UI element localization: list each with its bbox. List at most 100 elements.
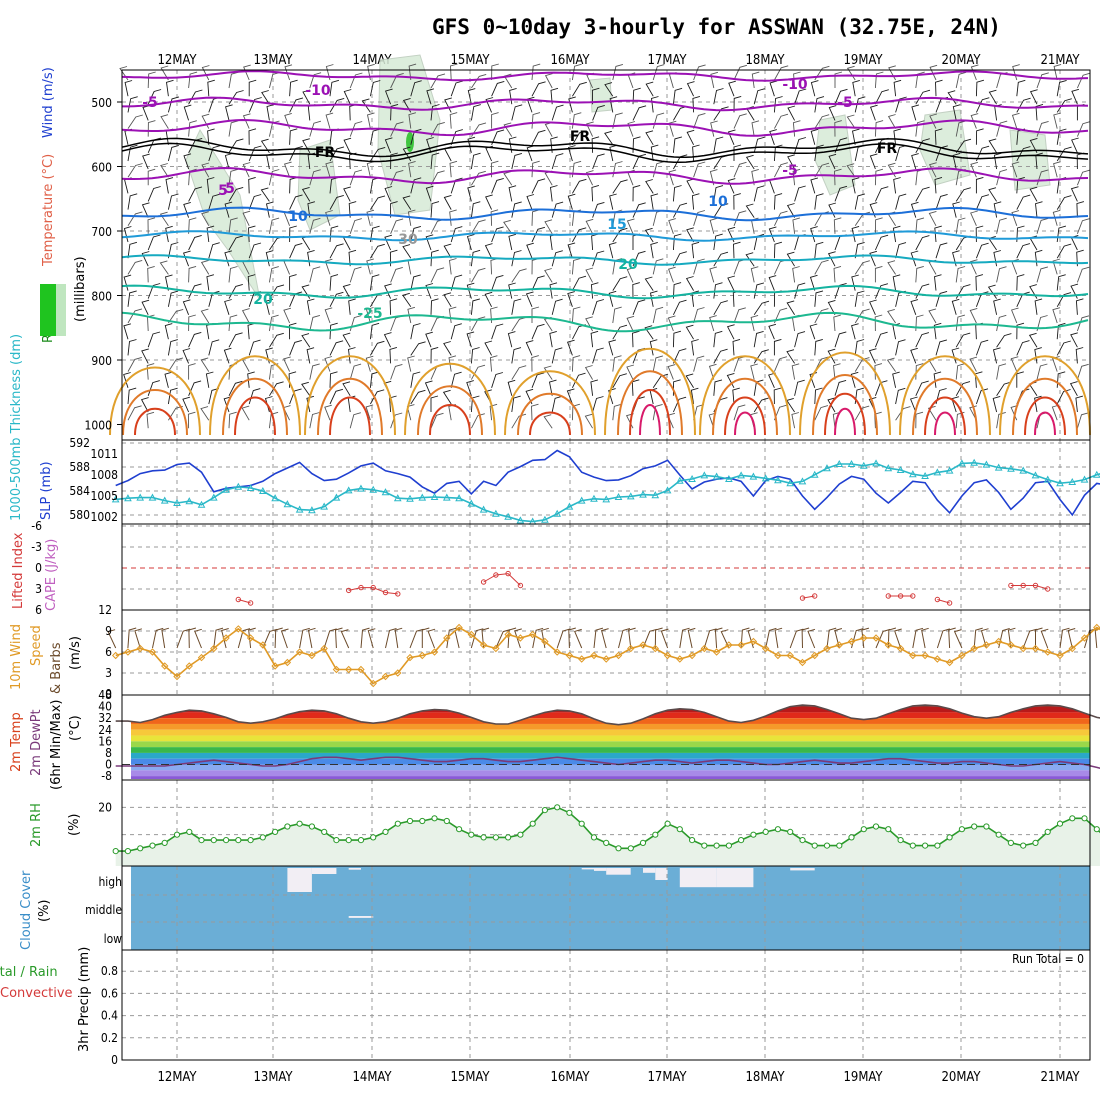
thickness-point	[234, 482, 243, 490]
contour-label: -5	[782, 163, 798, 179]
upper-wind-barb	[750, 314, 759, 332]
upper-wind-barb	[551, 395, 563, 413]
upper-wind-barb	[609, 144, 618, 162]
upper-wind-barb	[672, 348, 687, 364]
upper-wind-barb	[343, 89, 352, 105]
upper-wind-barb	[667, 364, 676, 380]
upper-wind-barb	[874, 71, 884, 89]
upper-wind-barb	[935, 79, 943, 97]
upper-wind-barb	[1011, 112, 1020, 129]
upper-wind-barb	[1010, 356, 1019, 372]
upper-wind-barb	[511, 201, 522, 218]
wind-speed-point	[320, 644, 328, 653]
upper-units-label: (millibars)	[73, 256, 88, 322]
wind-speed-point	[860, 634, 868, 642]
upper-wind-barb	[228, 332, 243, 348]
thickness-point	[872, 459, 880, 467]
bottom-date-label: 21MAY	[1040, 1070, 1080, 1085]
upper-wind-barb	[792, 168, 801, 186]
upper-wind-barb	[425, 185, 434, 202]
upper-wind-barb	[814, 259, 829, 275]
upper-wind-barb	[508, 282, 516, 299]
upper-wind-barb	[448, 355, 457, 372]
upper-wind-barb	[248, 145, 262, 162]
bottom-date-label: 20MAY	[941, 1070, 981, 1085]
thickness-tick: 584	[69, 484, 90, 498]
upper-wind-barb	[206, 225, 215, 243]
upper-wind-barb	[511, 298, 522, 315]
upper-wind-barb	[650, 144, 659, 162]
thickness-point	[700, 471, 709, 479]
upper-wind-barb	[955, 120, 967, 137]
top-date-axis: 12MAY 13MAY 14MAY 15MAY 16MAY 17MAY 18MAY 19MAY…	[157, 53, 1080, 68]
wind-speed-point	[185, 662, 193, 670]
upper-wind-barb	[283, 356, 291, 372]
thickness-point	[1031, 471, 1040, 479]
upper-wind-barb	[402, 292, 412, 308]
wind-tick: 3	[105, 666, 112, 680]
thickness-point	[455, 494, 463, 502]
upper-wind-barb	[1052, 258, 1061, 275]
upper-wind-barb	[612, 403, 622, 421]
upper-wind-barb	[727, 129, 736, 145]
upper-wind-barb	[604, 82, 614, 97]
upper-wind-barb	[526, 194, 535, 210]
lifted-index-tick: -3	[31, 540, 42, 554]
cloud-gap	[643, 868, 656, 873]
upper-wind-barb	[503, 122, 513, 137]
upper-wind-barb	[834, 331, 847, 348]
temperature-contour	[121, 70, 1089, 82]
wind-speed-point	[197, 653, 206, 662]
upper-wind-barb	[567, 145, 576, 162]
wind-speed-point	[909, 651, 917, 660]
surface-rh-point	[983, 823, 990, 830]
surface-wind-barb	[134, 628, 143, 649]
thickness-point	[369, 485, 378, 493]
upper-wind-barb	[690, 387, 699, 405]
upper-wind-barb	[284, 112, 292, 129]
upper-wind-barb	[869, 299, 877, 315]
surface-wind-barb	[334, 627, 343, 649]
wind-speed-point	[884, 641, 893, 649]
upper-wind-barb	[188, 314, 196, 332]
warm-contour-loop	[934, 411, 956, 436]
surface-wind-barb	[851, 628, 864, 649]
upper-wind-barb	[224, 299, 232, 315]
upper-wind-barb	[612, 355, 622, 372]
upper-wind-barb	[709, 266, 718, 283]
surface-rh-point	[112, 848, 119, 855]
upper-wind-barb	[329, 340, 344, 356]
upper-wind-barb	[1016, 274, 1025, 291]
upper-wind-barb	[544, 268, 553, 283]
upper-wind-barb	[851, 225, 860, 243]
upper-wind-barb	[909, 396, 918, 413]
upper-wind-barb	[206, 177, 215, 194]
surface-rh-point	[603, 839, 610, 847]
upper-wind-barb	[612, 179, 628, 194]
upper-wind-barb	[329, 194, 344, 210]
upper-wind-barb	[933, 371, 942, 388]
upper-wind-barb	[996, 314, 1007, 332]
upper-wind-barb	[649, 339, 658, 356]
upper-wind-barb	[127, 356, 142, 372]
upper-wind-barb	[410, 341, 426, 356]
surface-rh-point	[137, 845, 144, 852]
temperature-contours	[109, 70, 1091, 436]
surface-rh-point	[443, 817, 450, 825]
upper-wind-barb	[652, 355, 664, 372]
wind-speed-point	[811, 651, 819, 660]
upper-wind-barb	[745, 252, 755, 267]
upper-wind-barb	[1076, 266, 1090, 283]
temperature-contour	[122, 96, 1089, 112]
cloud-layer-label: middle	[85, 903, 122, 917]
warm-contour-loop	[799, 351, 891, 436]
surface-rh-point	[811, 842, 818, 849]
upper-wind-barb	[572, 81, 587, 97]
surface-rh-point	[885, 826, 892, 833]
surface-rh-label: 2m RH	[29, 803, 44, 847]
upper-wind-barb	[167, 290, 179, 307]
wind-speed-point	[308, 651, 316, 660]
wind-speed-point	[210, 644, 218, 653]
upper-wind-barb	[691, 339, 699, 356]
